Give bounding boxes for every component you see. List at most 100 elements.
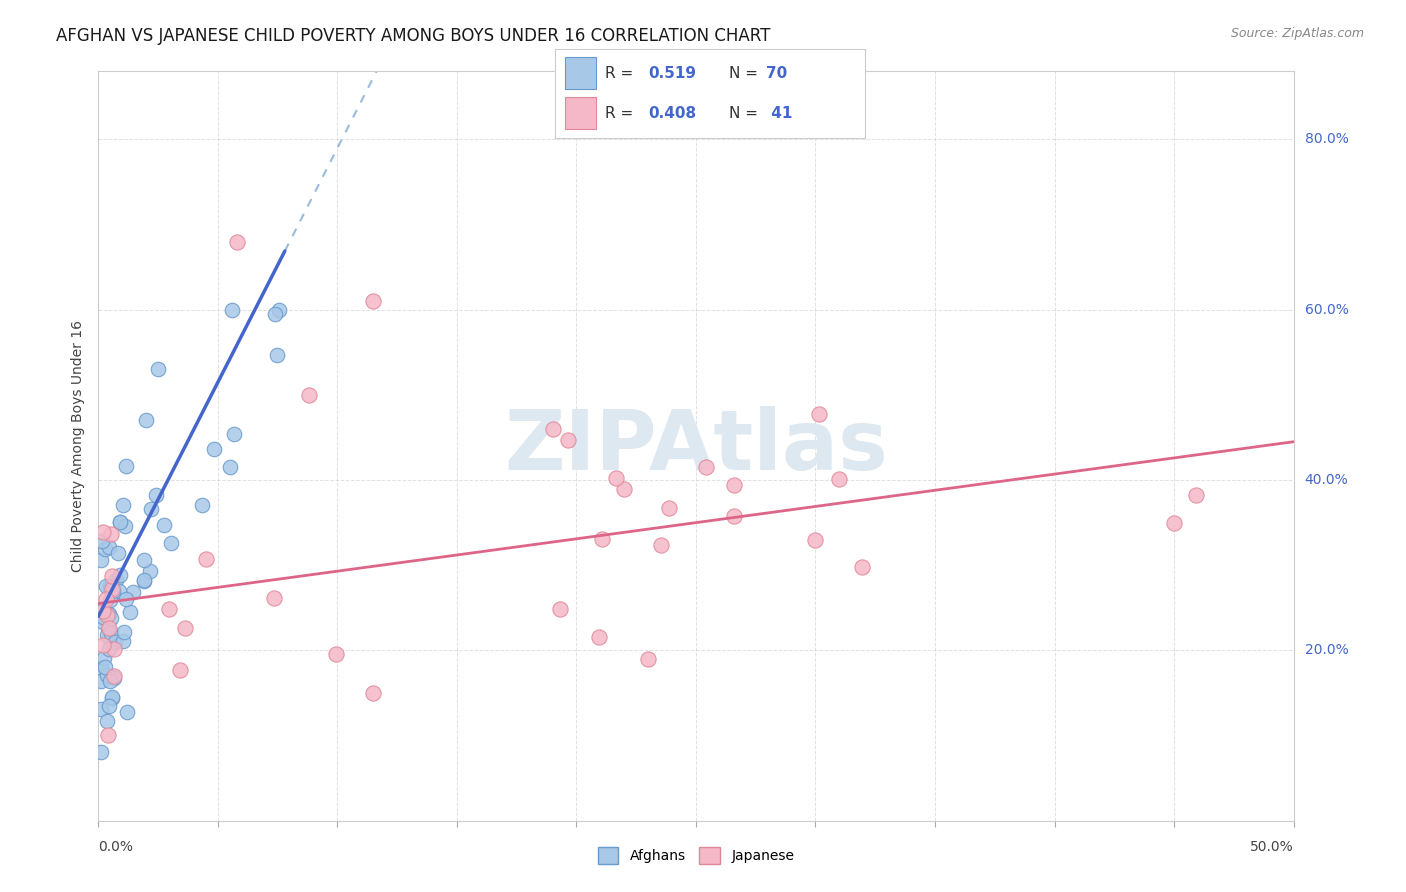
Point (658, 501, 681, 516)
Point (107, 546, 129, 560)
Point (93, 650, 115, 665)
Point (97, 698, 120, 713)
Point (117, 706, 139, 720)
Point (114, 518, 136, 533)
Point (96, 668, 118, 682)
Point (541, 422, 564, 436)
Point (97, 641, 120, 656)
Point (723, 508, 745, 523)
Text: 40.0%: 40.0% (1305, 473, 1348, 487)
Text: 0.519: 0.519 (648, 66, 696, 80)
Point (91, 638, 114, 652)
Point (96, 608, 118, 623)
Point (650, 538, 672, 552)
Point (98, 593, 121, 607)
Point (100, 527, 122, 541)
Point (224, 427, 246, 442)
Point (695, 459, 717, 474)
Point (94, 542, 117, 557)
Point (851, 559, 873, 574)
Point (97, 621, 120, 635)
Point (637, 652, 659, 666)
Point (94, 579, 117, 593)
Point (138, 564, 160, 578)
Point (363, 686, 385, 700)
Point (298, 388, 321, 402)
Y-axis label: Child Poverty Among Boys Under 16: Child Poverty Among Boys Under 16 (72, 320, 86, 572)
Point (100, 582, 122, 596)
Point (111, 498, 134, 512)
Point (153, 518, 176, 533)
Text: R =: R = (605, 66, 638, 80)
Point (605, 471, 627, 485)
Point (828, 472, 851, 486)
Text: 20.0%: 20.0% (1305, 643, 1348, 657)
Point (173, 621, 195, 635)
Point (98, 674, 121, 689)
Point (221, 302, 243, 317)
Point (191, 498, 214, 512)
Point (591, 532, 613, 546)
Text: N =: N = (728, 106, 762, 120)
Point (101, 582, 124, 596)
Point (90, 701, 112, 715)
Point (96, 606, 118, 620)
Point (194, 551, 217, 566)
Point (91, 534, 114, 549)
Text: 41: 41 (766, 106, 792, 120)
Point (97, 540, 120, 554)
Point (100, 568, 122, 582)
Point (91, 525, 114, 540)
Point (266, 348, 288, 362)
Point (100, 690, 122, 705)
Point (115, 458, 138, 473)
Point (90, 673, 112, 688)
Point (157, 602, 180, 616)
Point (108, 583, 131, 598)
Text: 80.0%: 80.0% (1305, 133, 1348, 146)
Point (135, 413, 157, 427)
Point (557, 433, 579, 447)
Point (134, 574, 156, 588)
Point (104, 573, 127, 587)
Point (218, 460, 240, 475)
Point (108, 515, 131, 529)
Point (1163, 516, 1185, 530)
Point (96, 714, 118, 728)
Point (96, 628, 118, 642)
Point (93, 660, 115, 674)
Point (263, 591, 285, 606)
Point (91, 604, 114, 618)
Text: Source: ZipAtlas.com: Source: ZipAtlas.com (1230, 27, 1364, 40)
Point (548, 602, 571, 616)
Point (148, 362, 170, 376)
Point (103, 641, 125, 656)
Point (104, 634, 127, 648)
Text: 0.0%: 0.0% (98, 840, 134, 855)
Point (267, 302, 290, 317)
Point (112, 624, 135, 639)
Text: N =: N = (728, 66, 762, 80)
Point (723, 478, 745, 492)
Point (132, 553, 155, 567)
Point (100, 580, 122, 594)
Point (613, 482, 636, 496)
Text: 70: 70 (766, 66, 787, 80)
Point (91, 615, 114, 630)
Text: 50.0%: 50.0% (1250, 840, 1294, 855)
Point (808, 407, 831, 421)
Point (103, 669, 125, 683)
Point (90, 553, 112, 567)
Point (100, 690, 122, 704)
Point (363, 294, 385, 309)
Point (97, 729, 120, 743)
Point (101, 584, 124, 599)
Point (226, 235, 249, 249)
Point (108, 567, 131, 582)
Point (804, 533, 827, 547)
Point (100, 625, 122, 640)
Point (160, 536, 183, 550)
Text: R =: R = (605, 106, 638, 120)
Point (111, 634, 134, 648)
Point (91, 603, 114, 617)
